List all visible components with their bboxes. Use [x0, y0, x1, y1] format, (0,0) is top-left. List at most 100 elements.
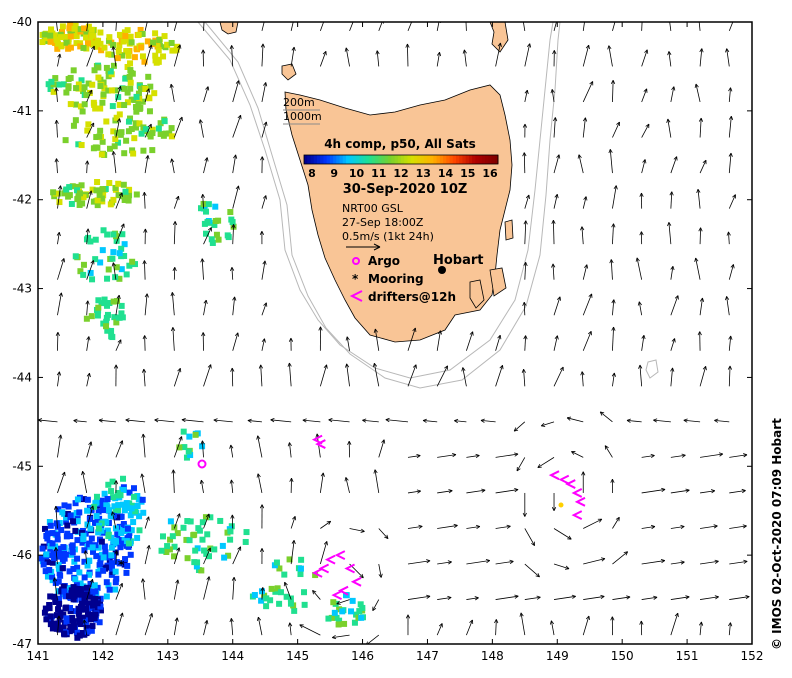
- current-arrow: [612, 80, 614, 102]
- current-arrow: [261, 82, 267, 103]
- sst-pixel: [115, 180, 122, 187]
- current-arrow-head: [260, 43, 265, 48]
- sst-pixel: [61, 190, 68, 197]
- current-arrow-head: [600, 594, 605, 600]
- current-arrow-head: [324, 14, 327, 18]
- current-arrow: [232, 80, 240, 103]
- sst-pixel: [358, 614, 365, 621]
- current-arrow-head: [524, 89, 529, 95]
- current-arrow: [553, 563, 570, 570]
- sst-pixel: [89, 186, 96, 193]
- colorbar-segment: [326, 155, 331, 164]
- sst-pixel: [134, 493, 141, 500]
- current-arrow-head: [145, 516, 150, 521]
- current-arrow-head: [437, 330, 442, 335]
- sst-pixel: [161, 118, 168, 125]
- sst-pixel: [58, 548, 65, 555]
- sst-pixel: [49, 573, 56, 580]
- sst-pixel: [105, 266, 112, 273]
- sst-pixel: [133, 108, 140, 115]
- drifters-layer: [311, 434, 586, 601]
- sst-pixel: [62, 551, 69, 558]
- current-arrow: [288, 362, 292, 387]
- current-arrow-head: [519, 612, 524, 617]
- current-arrow: [261, 260, 266, 280]
- current-arrow: [57, 615, 60, 636]
- current-arrow: [626, 419, 642, 423]
- current-arrow: [641, 159, 646, 174]
- x-tick-label: 151: [676, 649, 699, 663]
- current-arrow: [55, 87, 58, 103]
- sst-pixel: [125, 52, 132, 59]
- sst-pixel: [164, 543, 171, 550]
- current-arrow-head: [521, 368, 526, 374]
- current-arrow: [144, 155, 149, 174]
- current-arrow: [199, 119, 204, 138]
- current-arrow: [319, 364, 328, 387]
- current-arrow-head: [702, 159, 707, 165]
- current-arrow-head: [201, 332, 206, 337]
- map-date: 30-Sep-2020 10Z: [343, 182, 468, 197]
- sst-pixel: [136, 527, 143, 534]
- current-arrow-head: [144, 293, 149, 298]
- sst-pixel: [88, 535, 95, 542]
- sst-pixel: [268, 585, 275, 592]
- current-arrow-head: [653, 418, 658, 423]
- sst-pixel: [54, 40, 61, 47]
- current-arrow-head: [644, 49, 649, 54]
- current-arrow: [668, 222, 672, 245]
- current-arrow-head: [206, 576, 211, 581]
- sst-pixel: [56, 199, 63, 206]
- current-arrow-head: [513, 427, 519, 432]
- current-arrow-head: [56, 615, 61, 620]
- sst-pixel: [107, 145, 114, 152]
- current-arrow: [141, 473, 146, 494]
- current-arrow-head: [256, 616, 262, 622]
- sst-pixel: [57, 612, 64, 619]
- current-arrow: [319, 472, 324, 494]
- sst-pixel: [77, 621, 84, 628]
- sst-pixel: [77, 40, 84, 47]
- sst-pixel: [70, 624, 77, 631]
- sst-pixel: [164, 41, 171, 48]
- current-arrow: [583, 558, 606, 565]
- current-arrow-head: [263, 121, 268, 126]
- sst-pixel: [116, 111, 123, 118]
- current-arrow: [582, 81, 594, 103]
- sst-pixel: [116, 560, 123, 567]
- current-arrow: [729, 596, 750, 600]
- current-arrow: [729, 560, 748, 565]
- sst-pixel: [49, 625, 56, 632]
- sst-pixel: [70, 618, 77, 625]
- current-arrow-head: [81, 471, 86, 476]
- current-arrow-head: [680, 524, 685, 530]
- current-arrow: [436, 52, 440, 67]
- current-arrow-head: [611, 372, 616, 377]
- sst-pixel: [130, 485, 137, 492]
- sst-pixel: [139, 496, 146, 503]
- colorbar-segment: [391, 155, 396, 164]
- tasman-peninsula: [489, 267, 507, 297]
- current-arrow-head: [270, 418, 275, 423]
- sst-pixel: [39, 39, 46, 46]
- current-arrow: [466, 597, 479, 600]
- current-arrow: [38, 419, 58, 423]
- current-arrow-head: [85, 300, 90, 305]
- sst-pixel: [128, 96, 135, 103]
- current-arrow-head: [685, 595, 690, 600]
- current-arrow: [582, 196, 587, 209]
- sst-pixel: [147, 83, 154, 90]
- sst-pixel: [76, 569, 83, 576]
- current-arrow: [495, 489, 519, 494]
- sst-pixel: [83, 584, 90, 591]
- current-arrow-head: [469, 619, 474, 624]
- current-arrow: [522, 22, 526, 31]
- colorbar-segment: [436, 155, 441, 164]
- current-arrow: [513, 421, 526, 432]
- sst-pixel: [286, 556, 293, 563]
- current-arrow: [86, 89, 93, 103]
- colorbar-segment: [446, 155, 450, 164]
- sst-pixel: [155, 58, 162, 65]
- sst-pixel: [47, 85, 54, 92]
- sst-pixel: [98, 195, 105, 202]
